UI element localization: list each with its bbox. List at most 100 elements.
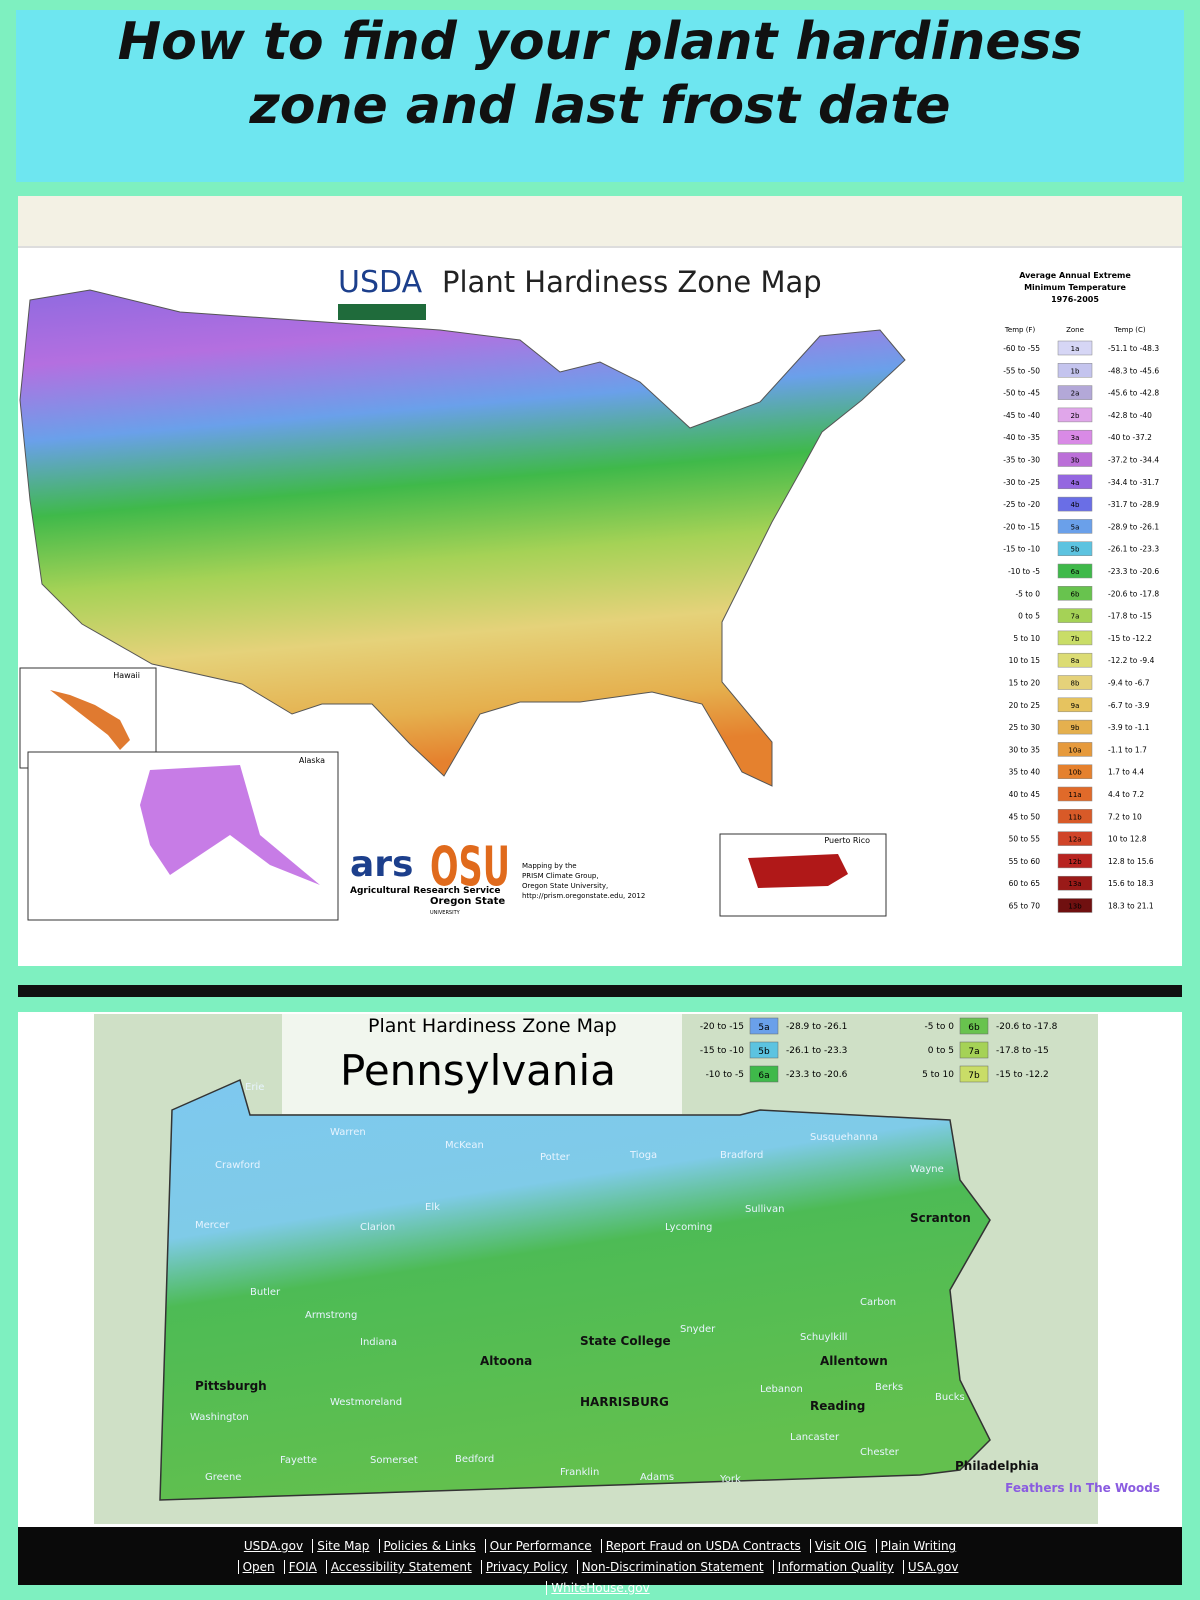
legend-zone: 12a <box>1068 836 1081 844</box>
footer-link[interactable]: USA.gov <box>902 1560 963 1574</box>
pr-shape <box>748 854 848 888</box>
legend-zone: 9b <box>1071 724 1080 732</box>
place-label: Mercer <box>195 1220 230 1231</box>
legend-swatch <box>1057 519 1093 534</box>
place-label: HARRISBURG <box>580 1395 669 1409</box>
place-label: Indiana <box>360 1337 397 1348</box>
browser-bar <box>18 196 1182 248</box>
legend-temp-f: 15 to 20 <box>1009 679 1041 688</box>
legend-zone: 8a <box>1071 657 1080 665</box>
footer-link[interactable]: Our Performance <box>484 1539 596 1553</box>
legend-temp-c: -23.3 to -20.6 <box>786 1070 848 1080</box>
legend-swatch <box>749 1041 779 1059</box>
place-label: Adams <box>640 1472 674 1483</box>
legend-temp-f: -20 to -15 <box>700 1022 744 1032</box>
legend-temp-c: -9.4 to -6.7 <box>1108 679 1150 688</box>
footer-link[interactable]: Visit OIG <box>809 1539 871 1553</box>
place-label: Scranton <box>910 1211 971 1225</box>
legend-swatch <box>1057 608 1093 623</box>
legend-temp-f: 5 to 10 <box>922 1070 954 1080</box>
footer-link[interactable]: Open <box>237 1560 279 1574</box>
legend-temp-c: -28.9 to -26.1 <box>786 1022 847 1032</box>
title-line: zone and last frost date <box>249 76 951 136</box>
footer-link[interactable]: Report Fraud on USDA Contracts <box>600 1539 805 1553</box>
place-label: Greene <box>205 1472 241 1483</box>
legend-swatch <box>1057 786 1093 802</box>
legend-temp-c: -15 to -12.2 <box>996 1070 1049 1080</box>
place-label: Sullivan <box>745 1204 784 1215</box>
footer-link[interactable]: Privacy Policy <box>480 1560 572 1574</box>
place-label: Lebanon <box>760 1384 803 1395</box>
footer-link[interactable]: USDA.gov <box>243 1539 304 1553</box>
legend-zone: 5a <box>1071 523 1080 531</box>
legend-temp-f: -35 to -30 <box>1003 456 1040 465</box>
place-label: Susquehanna <box>810 1132 878 1143</box>
usda-logo-bar <box>338 304 426 320</box>
legend-temp-c: -15 to -12.2 <box>1108 634 1152 643</box>
legend-temp-f: 50 to 55 <box>1009 835 1041 844</box>
legend-zone: 3a <box>1071 434 1080 442</box>
place-label: Philadelphia <box>955 1459 1039 1473</box>
legend-temp-c: -26.1 to -23.3 <box>786 1046 847 1056</box>
place-label: Crawford <box>215 1160 260 1171</box>
legend-temp-f: 30 to 35 <box>1009 745 1041 754</box>
legend-header: Temp (F) <box>1004 326 1036 334</box>
footer-link[interactable]: Policies & Links <box>378 1539 480 1553</box>
osu-sub: UNIVERSITY <box>430 910 461 916</box>
legend-temp-c: -31.7 to -28.9 <box>1108 500 1159 509</box>
pa-title-box <box>282 1014 682 1114</box>
legend-temp-f: -20 to -15 <box>1003 522 1040 531</box>
credit-line: Oregon State University, <box>522 882 608 890</box>
place-label: Schuylkill <box>800 1332 847 1343</box>
legend-temp-c: 10 to 12.8 <box>1108 835 1147 844</box>
legend-zone: 11b <box>1068 813 1082 821</box>
place-label: Wayne <box>910 1164 944 1175</box>
footer-link[interactable]: FOIA <box>283 1560 321 1574</box>
legend-temp-c: -28.9 to -26.1 <box>1108 522 1159 531</box>
ars-logo: ars <box>350 844 413 885</box>
legend-temp-f: -10 to -5 <box>706 1070 744 1080</box>
legend-temp-f: -5 to 0 <box>925 1022 955 1032</box>
footer-link[interactable]: WhiteHouse.gov <box>546 1581 654 1595</box>
legend-swatch <box>1057 875 1093 891</box>
place-label: Allentown <box>820 1354 888 1368</box>
place-label: Elk <box>425 1202 440 1213</box>
legend-temp-f: 60 to 65 <box>1009 879 1041 888</box>
legend-swatch <box>749 1017 779 1035</box>
legend-header: Temp (C) <box>1113 326 1145 334</box>
place-label: Reading <box>810 1399 865 1413</box>
legend-swatch <box>1057 809 1093 824</box>
legend-temp-f: -25 to -20 <box>1003 500 1040 509</box>
legend-zone: 6b <box>968 1023 980 1033</box>
footer-link[interactable]: Information Quality <box>772 1560 898 1574</box>
osu-logo: OSU <box>430 835 510 898</box>
legend-swatch <box>1057 675 1093 690</box>
ars-name: Agricultural Research Service <box>350 886 501 896</box>
legend-temp-c: -6.7 to -3.9 <box>1108 701 1150 710</box>
footer-link[interactable]: Non-Discrimination Statement <box>576 1560 768 1574</box>
legend-zone: 6b <box>1071 590 1080 598</box>
legend-temp-f: -45 to -40 <box>1003 411 1040 420</box>
legend-temp-c: 4.4 to 7.2 <box>1108 790 1144 799</box>
legend-title: Average Annual Extreme <box>1019 271 1131 280</box>
legend-swatch <box>1057 742 1093 757</box>
legend-temp-f: -40 to -35 <box>1003 433 1040 442</box>
osu-name: Oregon State <box>430 896 505 907</box>
pa-map <box>159 1078 991 1501</box>
legend-swatch <box>1057 697 1093 713</box>
legend-temp-c: -20.6 to -17.8 <box>996 1022 1058 1032</box>
legend-swatch <box>1057 363 1093 378</box>
legend-zone: 12b <box>1068 858 1082 866</box>
legend-temp-f: -10 to -5 <box>1008 567 1040 576</box>
legend-temp-f: 55 to 60 <box>1009 857 1041 866</box>
legend-zone: 7a <box>1071 613 1080 621</box>
legend-zone: 5b <box>1071 546 1080 554</box>
footer-link[interactable]: Accessibility Statement <box>325 1560 476 1574</box>
divider <box>18 985 1182 997</box>
place-label: Bedford <box>455 1454 494 1465</box>
footer-link[interactable]: Plain Writing <box>875 1539 961 1553</box>
place-label: McKean <box>445 1140 484 1151</box>
legend-temp-f: -15 to -10 <box>1003 545 1040 554</box>
footer-link[interactable]: Site Map <box>312 1539 374 1553</box>
